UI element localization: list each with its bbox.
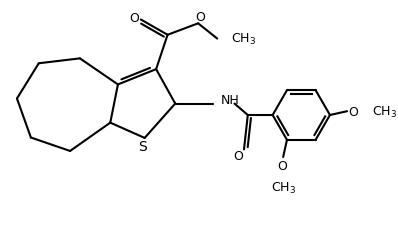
Text: CH$_3$: CH$_3$ [230, 32, 256, 47]
Text: NH: NH [221, 94, 240, 107]
Text: CH$_3$: CH$_3$ [271, 180, 296, 195]
Text: O: O [233, 149, 243, 162]
Text: O: O [277, 159, 287, 172]
Text: S: S [139, 140, 147, 154]
Text: O: O [129, 12, 139, 25]
Text: CH$_3$: CH$_3$ [372, 104, 397, 119]
Text: O: O [195, 11, 205, 24]
Text: O: O [348, 105, 358, 118]
